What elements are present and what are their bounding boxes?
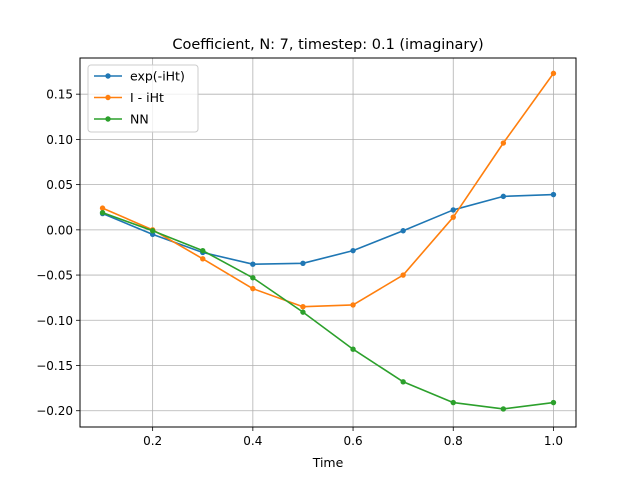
data-point [99, 209, 106, 216]
legend: exp(-iHt) I - iHt NN [87, 64, 199, 133]
legend-box [87, 64, 199, 133]
series-line [102, 72, 555, 308]
data-point [350, 302, 356, 308]
data-point [550, 70, 557, 77]
data-point [149, 228, 156, 234]
legend-marker [105, 73, 111, 79]
x-tick-label: 0.8 [444, 434, 463, 448]
x-tick-label: 0.4 [243, 434, 262, 448]
data-point [400, 272, 406, 278]
y-tick-label: 0.00 [46, 223, 73, 237]
data-point [400, 379, 406, 385]
y-tick-label: 0.05 [46, 178, 73, 192]
data-point [550, 191, 557, 198]
data-point [450, 214, 456, 220]
x-tick-label: 1.0 [544, 434, 563, 448]
plot-frame [79, 57, 577, 428]
y-tick-label: −0.15 [36, 359, 73, 373]
legend-marker [105, 116, 111, 122]
data-point [400, 228, 406, 234]
legend-label: I - iHt [130, 90, 164, 105]
y-tick-label: −0.20 [36, 404, 73, 418]
legend-item: NN [94, 112, 149, 127]
series-1 [99, 191, 557, 267]
series-layer [99, 70, 557, 412]
data-point [350, 346, 356, 352]
data-point [450, 207, 456, 213]
x-tick-label: 0.2 [143, 434, 162, 448]
data-point [500, 140, 507, 146]
y-tick-label: −0.05 [36, 269, 73, 283]
data-point [99, 205, 106, 211]
x-axis-label: Time [312, 455, 344, 470]
axis-ticks: 0.2 0.4 0.6 0.8 1.0 0.15 0.10 0.05 0.00 −0.05 −0.1… [36, 88, 563, 448]
legend-label: exp(-iHt) [130, 69, 185, 84]
data-point [500, 406, 507, 412]
data-point [200, 256, 206, 262]
data-point [250, 285, 256, 292]
data-point [200, 247, 206, 254]
data-point [500, 193, 507, 200]
y-tick-label: −0.10 [36, 314, 73, 328]
data-point [350, 247, 356, 254]
series-line [102, 211, 554, 410]
y-tick-label: 0.15 [46, 88, 73, 102]
data-point [450, 399, 456, 406]
legend-item: exp(-iHt) [94, 69, 185, 84]
legend-marker [105, 94, 111, 101]
legend-label: NN [130, 112, 149, 127]
legend-item: I - iHt [94, 90, 164, 105]
series-3 [99, 209, 557, 412]
x-tick-label: 0.6 [344, 434, 363, 448]
chart-title: Coefficient, N: 7, timestep: 0.1 (imagin… [172, 37, 483, 53]
data-point [250, 261, 256, 267]
y-tick-label: 0.10 [46, 133, 73, 147]
data-point [300, 260, 306, 267]
data-point [550, 399, 557, 406]
data-point [250, 275, 256, 281]
data-point [300, 309, 306, 315]
data-point [300, 304, 306, 310]
series-line [102, 193, 554, 266]
